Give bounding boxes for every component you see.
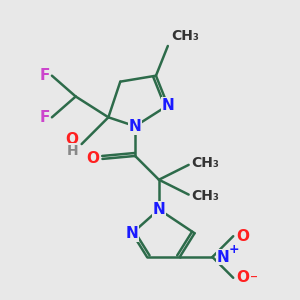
Text: N: N (152, 202, 165, 217)
Text: N: N (217, 250, 230, 265)
Text: +: + (229, 243, 239, 256)
Text: O: O (86, 152, 100, 166)
Text: F: F (40, 110, 50, 125)
Text: N: N (129, 119, 142, 134)
Text: N: N (126, 226, 139, 241)
Text: O: O (236, 229, 249, 244)
Text: CH₃: CH₃ (192, 156, 220, 170)
Text: H: H (67, 144, 79, 158)
Text: CH₃: CH₃ (192, 189, 220, 203)
Text: CH₃: CH₃ (171, 29, 199, 43)
Text: N: N (161, 98, 174, 113)
Text: O: O (66, 132, 79, 147)
Text: O: O (236, 270, 249, 285)
Text: ⁻: ⁻ (250, 273, 258, 288)
Text: F: F (40, 68, 50, 83)
